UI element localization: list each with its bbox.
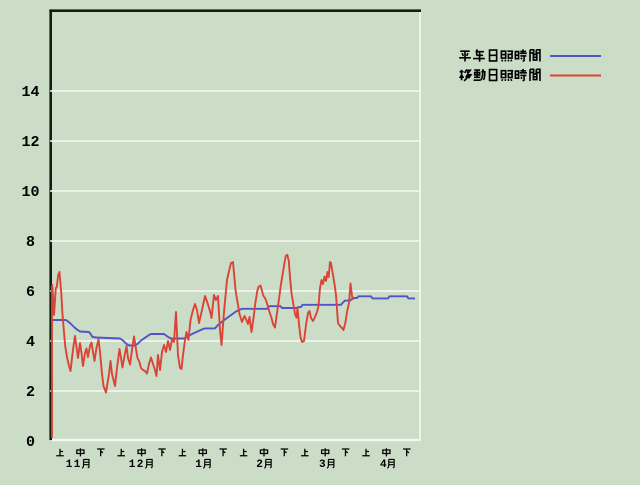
svg-text:1: 1 xyxy=(195,459,202,471)
svg-text:8: 8 xyxy=(26,234,35,251)
svg-text:1: 1 xyxy=(129,459,136,471)
svg-text:6: 6 xyxy=(26,284,35,301)
svg-text:4: 4 xyxy=(26,334,35,351)
svg-text:1: 1 xyxy=(74,459,81,471)
svg-text:0: 0 xyxy=(26,434,35,451)
svg-text:14: 14 xyxy=(21,84,39,101)
svg-text:2: 2 xyxy=(137,459,144,471)
svg-text:12: 12 xyxy=(21,134,39,151)
svg-text:4: 4 xyxy=(380,459,387,471)
svg-text:3: 3 xyxy=(319,459,326,471)
svg-text:2: 2 xyxy=(26,384,35,401)
svg-text:10: 10 xyxy=(21,184,39,201)
svg-text:1: 1 xyxy=(66,459,73,471)
svg-text:2: 2 xyxy=(256,459,263,471)
